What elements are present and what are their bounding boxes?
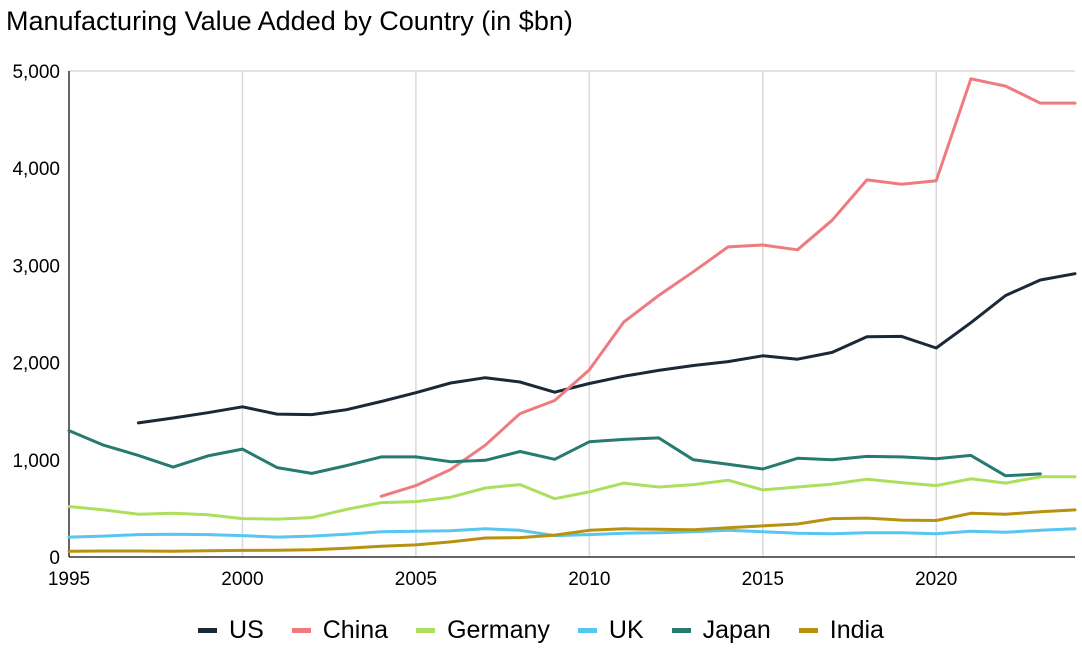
legend-label: US bbox=[229, 616, 264, 644]
x-tick-label: 2005 bbox=[395, 569, 437, 590]
legend-item-japan: Japan bbox=[671, 616, 771, 645]
x-tick-label: 2020 bbox=[915, 569, 957, 590]
legend-swatch bbox=[291, 628, 311, 633]
legend-item-china: China bbox=[291, 616, 389, 645]
legend: US China Germany UK Japan India bbox=[0, 611, 1082, 645]
x-tick-label: 2010 bbox=[568, 569, 610, 590]
chart-title: Manufacturing Value Added by Country (in… bbox=[6, 6, 573, 36]
series-lines bbox=[67, 77, 1077, 553]
grid-lines bbox=[69, 70, 1075, 557]
series-line-germany bbox=[67, 475, 1077, 521]
legend-label: UK bbox=[608, 616, 644, 644]
legend-item-uk: UK bbox=[577, 616, 644, 645]
legend-label: China bbox=[322, 616, 389, 644]
y-tick-label: 0 bbox=[49, 548, 60, 569]
legend-label: India bbox=[829, 616, 884, 644]
series-line-japan bbox=[67, 429, 1042, 478]
legend-swatch bbox=[577, 628, 597, 633]
y-tick-label: 5,000 bbox=[12, 62, 60, 83]
legend-swatch bbox=[798, 628, 818, 633]
legend-label: Japan bbox=[702, 616, 771, 644]
x-tick-label: 1995 bbox=[48, 569, 90, 590]
legend-label: Germany bbox=[447, 616, 550, 644]
legend-swatch bbox=[416, 628, 436, 633]
series-line-india bbox=[67, 508, 1077, 553]
y-tick-label: 4,000 bbox=[12, 159, 60, 180]
x-tick-label: 2015 bbox=[742, 569, 784, 590]
series-line-us bbox=[136, 272, 1077, 425]
series-line-uk bbox=[67, 527, 1077, 539]
legend-item-germany: Germany bbox=[416, 616, 550, 645]
tick-labels: 0 1,000 2,000 3,000 4,000 5,000 1995 2000 2005 20… bbox=[12, 62, 957, 590]
y-tick-label: 2,000 bbox=[12, 354, 60, 375]
legend-swatch bbox=[671, 628, 691, 633]
y-tick-label: 1,000 bbox=[12, 451, 60, 472]
axes bbox=[68, 71, 1075, 558]
legend-swatch bbox=[198, 628, 218, 633]
series-line-china bbox=[379, 77, 1077, 498]
y-tick-label: 3,000 bbox=[12, 256, 60, 277]
legend-item-india: India bbox=[798, 616, 884, 645]
x-tick-label: 2000 bbox=[221, 569, 263, 590]
legend-item-us: US bbox=[198, 616, 264, 645]
